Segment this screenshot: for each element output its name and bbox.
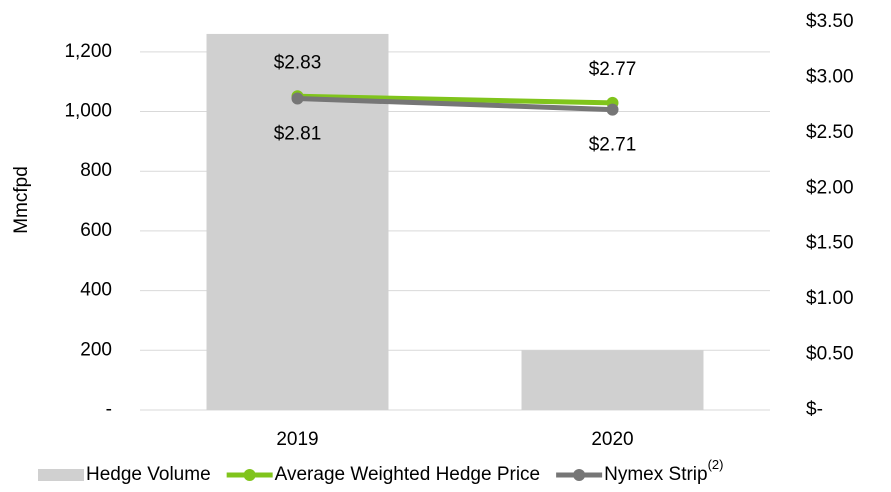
- data-label: $2.83: [274, 52, 322, 73]
- x-tick-label: 2019: [276, 429, 318, 450]
- y2-tick-label: $3.50: [806, 11, 854, 32]
- point: [606, 103, 619, 116]
- legend-superscript: (2): [708, 457, 724, 472]
- y-tick-label: 1,200: [64, 41, 112, 62]
- legend-text: Hedge Volume: [86, 464, 211, 485]
- y2-tick-label: $0.50: [806, 344, 854, 365]
- bar: [521, 350, 704, 410]
- legend-text: Nymex Strip: [604, 464, 707, 485]
- y-tick-label: 200: [80, 339, 112, 360]
- y-tick-label: 400: [80, 280, 112, 301]
- y2-tick-label: $2.00: [806, 177, 854, 198]
- legend-swatch: [38, 469, 84, 481]
- y2-tick-label: $-: [806, 399, 823, 420]
- y2-tick-label: $1.50: [806, 233, 854, 254]
- legend-label: Nymex Strip(2): [604, 457, 723, 485]
- y-tick-label: 800: [80, 160, 112, 181]
- legend-text: Average Weighted Hedge Price: [275, 464, 540, 485]
- y2-tick-label: $3.00: [806, 66, 854, 87]
- line: [297, 93, 613, 106]
- legend-swatch: [243, 469, 256, 481]
- legend-swatch: [573, 469, 586, 481]
- y-axis-label: Mmcfpd: [11, 166, 32, 234]
- line: [297, 95, 613, 113]
- data-label: $2.71: [589, 135, 637, 156]
- y2-tick-label: $2.50: [806, 122, 854, 143]
- y-tick-label: -: [106, 399, 112, 420]
- y-tick-label: 600: [80, 220, 112, 241]
- data-label: $2.77: [589, 59, 637, 80]
- y2-tick-label: $1.00: [806, 288, 854, 309]
- point: [291, 92, 304, 105]
- legend-label: Hedge Volume: [86, 464, 211, 485]
- y-tick-label: 1,000: [64, 101, 112, 122]
- legend-label: Average Weighted Hedge Price: [275, 464, 540, 485]
- x-tick-label: 2020: [591, 429, 633, 450]
- data-label: $2.81: [274, 124, 322, 145]
